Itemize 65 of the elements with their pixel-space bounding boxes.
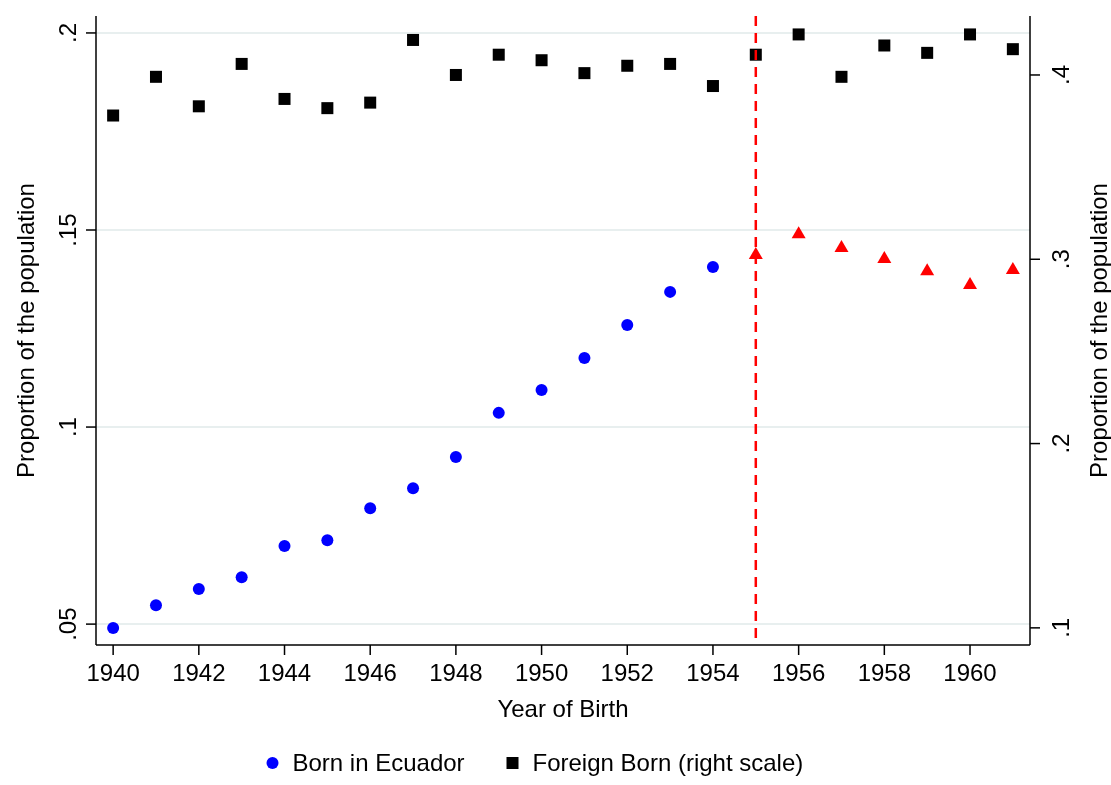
- point: [878, 39, 891, 52]
- point: [364, 96, 377, 109]
- point: [535, 384, 548, 397]
- point: [664, 57, 677, 70]
- y2-tick-label: .1: [1047, 617, 1074, 638]
- y-tick-label: .1: [54, 417, 81, 438]
- point: [621, 318, 634, 331]
- point: [792, 28, 805, 41]
- point: [1006, 43, 1019, 56]
- point: [149, 599, 162, 612]
- x-tick-label: 1954: [686, 659, 740, 686]
- point: [407, 482, 420, 495]
- x-axis-title: Year of Birth: [497, 695, 629, 722]
- x-tick-label: 1948: [429, 659, 483, 686]
- point: [1005, 262, 1020, 275]
- point: [407, 33, 420, 46]
- point: [235, 571, 248, 584]
- point: [963, 276, 978, 289]
- y2-tick-label: .3: [1047, 249, 1074, 270]
- point: [364, 502, 377, 515]
- point: [706, 80, 719, 93]
- point: [492, 48, 505, 61]
- point: [449, 451, 462, 464]
- y2-tick-label: .4: [1047, 64, 1074, 85]
- x-tick-label: 1950: [514, 659, 569, 686]
- point: [578, 67, 591, 80]
- x-tick-label: 1958: [857, 659, 912, 686]
- point: [834, 239, 849, 252]
- point: [964, 28, 977, 41]
- point: [192, 583, 205, 596]
- point: [921, 46, 934, 59]
- point: [706, 261, 719, 274]
- point: [278, 92, 291, 105]
- point: [791, 226, 806, 239]
- legend-label: Born in Ecuador: [292, 749, 465, 776]
- x-tick-label: 1940: [86, 659, 140, 686]
- y2-tick-label: .2: [1047, 433, 1074, 454]
- point: [321, 102, 334, 115]
- x-tick-label: 1944: [257, 659, 312, 686]
- point: [664, 285, 677, 298]
- point: [321, 534, 334, 547]
- point: [621, 59, 634, 72]
- point: [107, 109, 120, 122]
- point: [449, 68, 462, 81]
- point: [920, 263, 935, 276]
- x-tick-label: 1960: [943, 659, 997, 686]
- x-tick-label: 1956: [771, 659, 826, 686]
- point: [835, 70, 848, 83]
- point: [535, 54, 548, 67]
- point: [192, 100, 205, 113]
- x-tick-label: 1946: [343, 659, 397, 686]
- point: [278, 540, 291, 553]
- x-tick-label: 1942: [172, 659, 226, 686]
- point: [877, 250, 892, 263]
- point: [492, 406, 505, 419]
- x-tick-label: 1952: [600, 659, 654, 686]
- y-tick-label: .15: [54, 213, 81, 247]
- y-tick-label: .05: [54, 607, 81, 641]
- point: [235, 57, 248, 70]
- legend-label: Foreign Born (right scale): [532, 749, 804, 776]
- y-axis-title: Proportion of the population: [12, 183, 39, 478]
- point: [578, 352, 591, 365]
- point: [149, 70, 162, 83]
- y-tick-label: .2: [54, 22, 81, 43]
- point: [107, 622, 120, 635]
